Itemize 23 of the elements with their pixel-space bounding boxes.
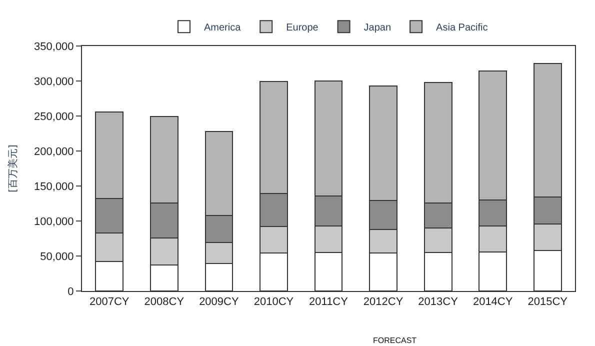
y-tick-label: 300,000	[34, 76, 74, 88]
y-tick-label: 150,000	[34, 180, 74, 193]
y-tick-label: 50,000	[40, 250, 74, 263]
y-tick-label: 200,000	[34, 146, 74, 158]
y-tick-label: 100,000	[34, 216, 74, 228]
x-tick-label: 2013CY	[418, 296, 459, 308]
y-tick-label: 0	[68, 286, 74, 298]
text: FORECAST	[373, 336, 417, 345]
x-tick-label: 2008CY	[144, 296, 185, 308]
legend-label: Europe	[286, 22, 319, 34]
y-tick-label: 350,000	[34, 40, 74, 53]
legend-label: Asia Pacific	[436, 22, 488, 34]
x-tick-label: 2009CY	[199, 296, 240, 308]
legend-label: America	[204, 22, 242, 34]
y-tick-label: 250,000	[34, 110, 74, 123]
x-tick-label: 2014CY	[472, 296, 514, 308]
legend-label: Japan	[364, 22, 392, 34]
x-tick-label: 2010CY	[254, 296, 294, 308]
x-tick-label: 2007CY	[90, 296, 130, 308]
x-tick-label: 2011CY	[309, 296, 349, 308]
x-tick-label: 2012CY	[363, 296, 404, 308]
y-axis-title: [百万美元]	[7, 144, 20, 192]
x-tick-label: 2015CY	[528, 296, 568, 308]
